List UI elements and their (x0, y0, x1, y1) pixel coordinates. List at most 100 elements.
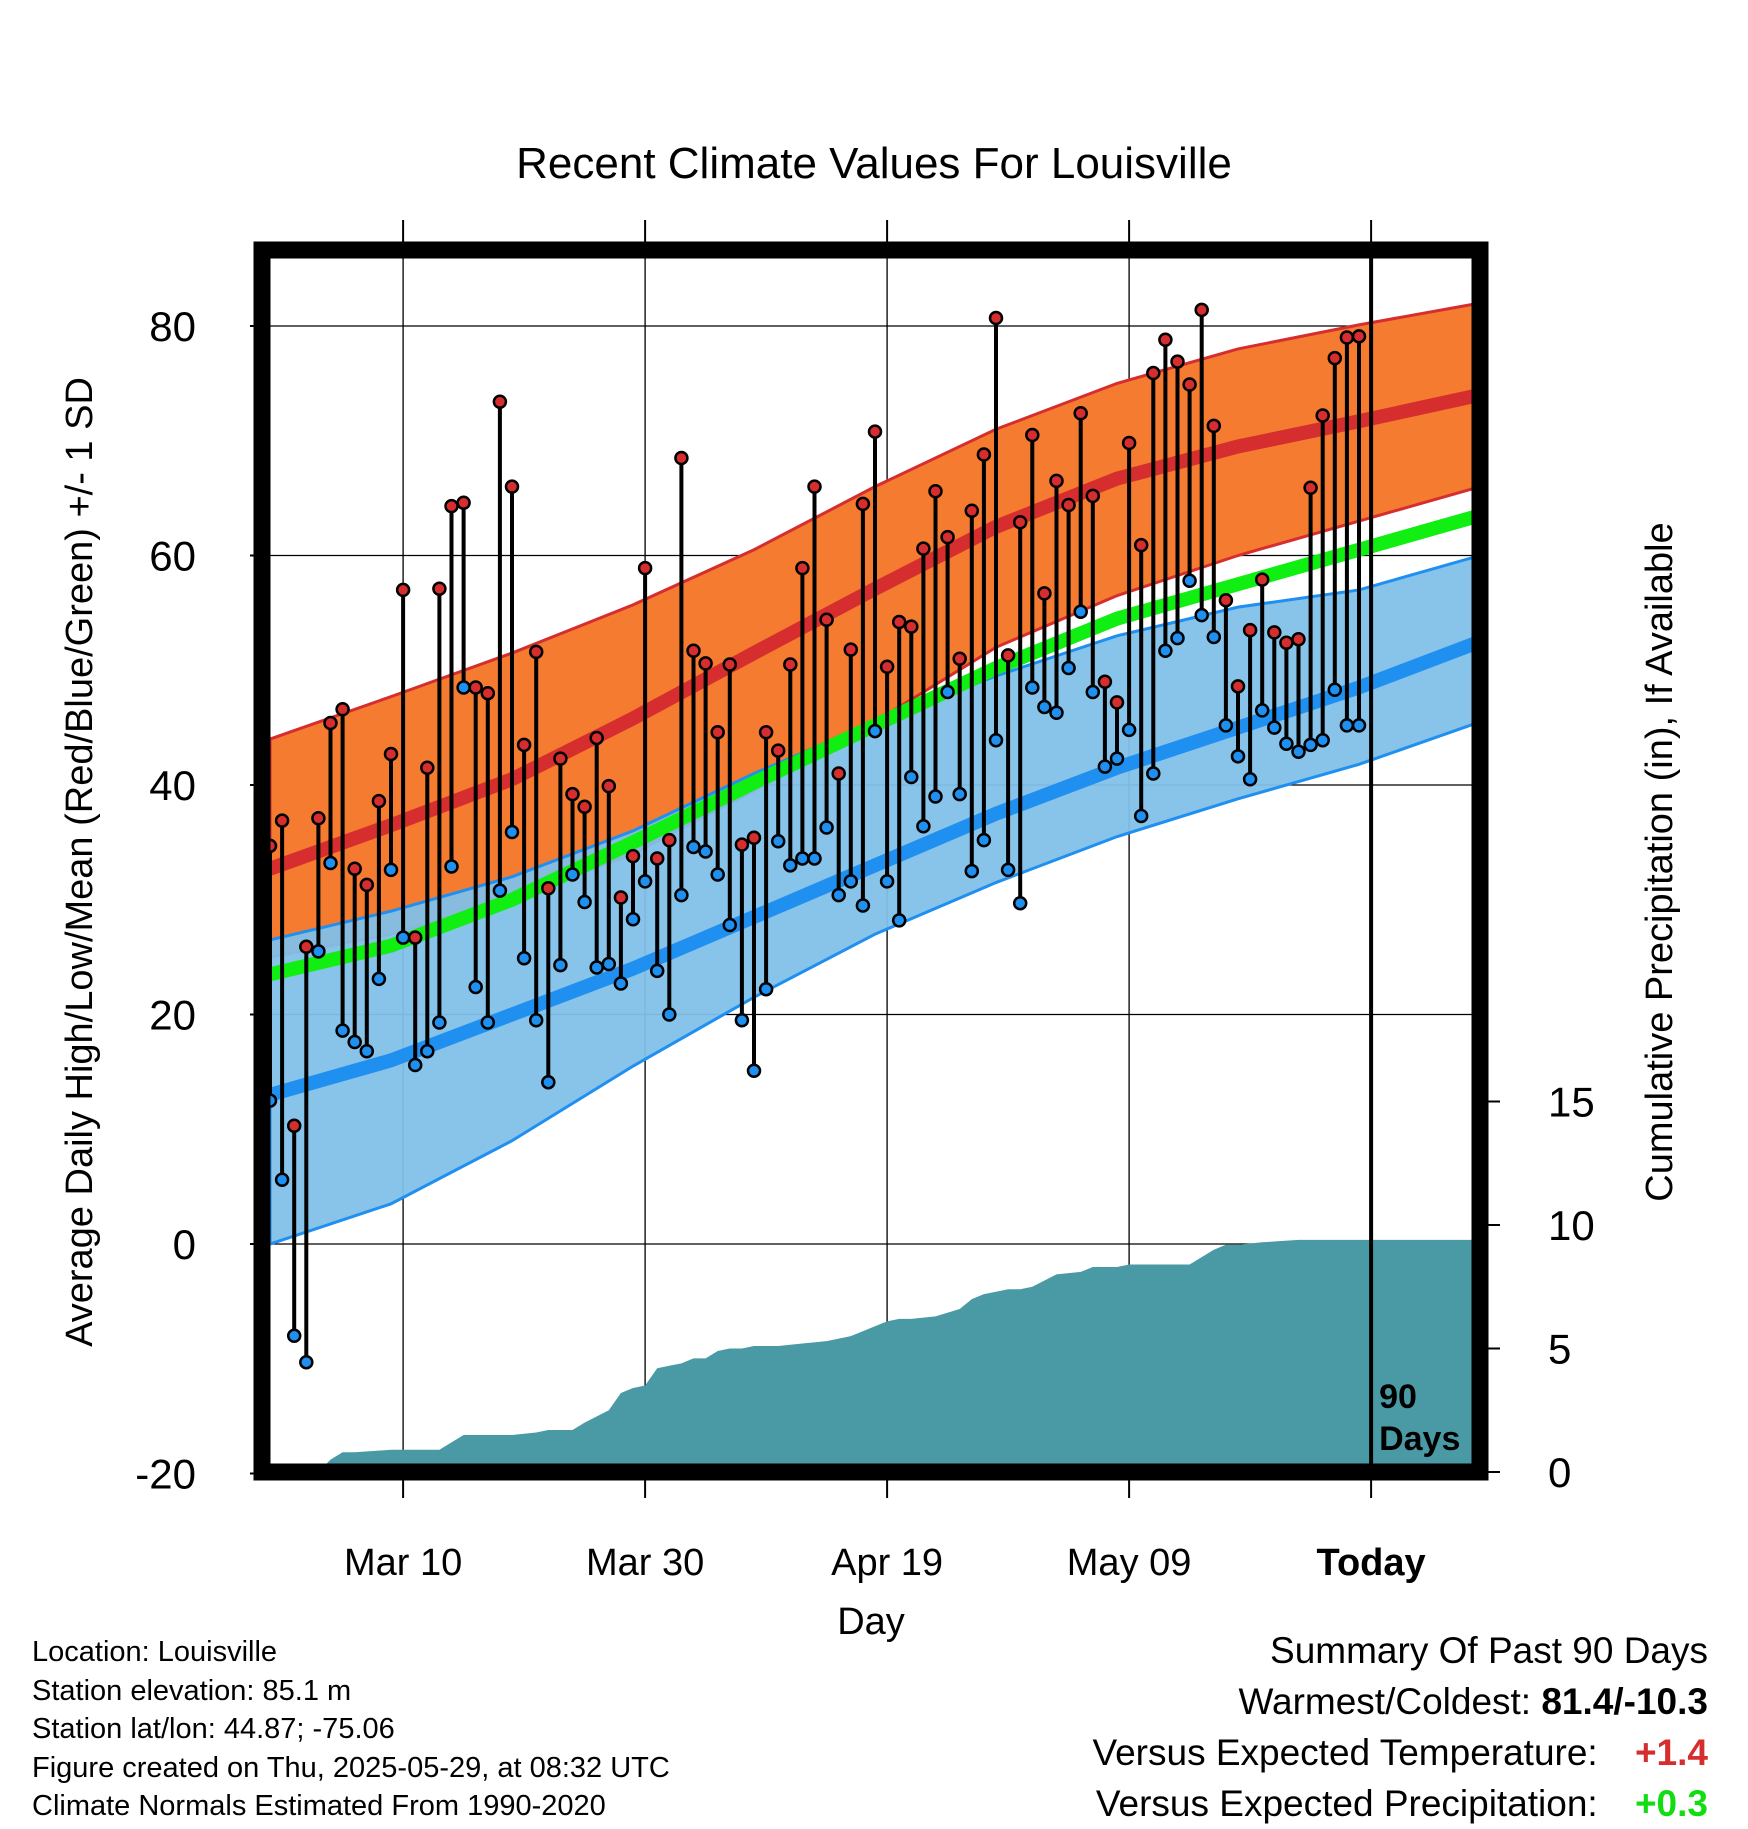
obs-low-20 (504, 824, 520, 840)
obs-high-61 (1000, 648, 1016, 663)
obs-high-42 (770, 743, 786, 758)
obs-high-51 (879, 659, 895, 675)
chart-title: Recent Climate Values For Louisville (516, 139, 1232, 188)
obs-high-30 (625, 848, 641, 864)
obs-high-28 (601, 778, 617, 794)
obs-high-83 (1267, 625, 1282, 640)
obs-low-64 (1037, 699, 1052, 715)
obs-high-74 (1158, 332, 1173, 348)
obs-low-26 (577, 894, 592, 910)
obs-high-13 (420, 760, 435, 776)
obs-high-49 (855, 496, 871, 512)
precip-area (270, 1239, 1480, 1472)
obs-high-89 (1339, 330, 1355, 345)
obs-low-79 (1218, 718, 1234, 733)
obs-high-36 (698, 656, 713, 671)
obs-low-31 (637, 874, 653, 889)
obs-high-85 (1291, 632, 1306, 647)
obs-low-80 (1230, 749, 1246, 764)
obs-high-45 (807, 479, 822, 494)
obs-low-6 (335, 1023, 350, 1038)
info-created: Figure created on Thu, 2025-05-29, at 08… (32, 1751, 670, 1784)
obs-low-53 (904, 769, 919, 785)
ytick-label--20: -20 (135, 1451, 196, 1498)
obs-high-76 (1182, 377, 1197, 392)
obs-high-55 (928, 483, 943, 499)
obs-low-76 (1182, 573, 1197, 588)
obs-high-59 (976, 447, 992, 462)
obs-high-60 (988, 310, 1004, 326)
obs-low-8 (359, 1043, 375, 1059)
obs-low-57 (952, 786, 967, 802)
obs-high-7 (347, 861, 362, 877)
x-axis-label: Day (837, 1601, 905, 1643)
obs-low-52 (891, 913, 907, 928)
plot-frame (253, 241, 1489, 1481)
obs-low-56 (940, 684, 955, 700)
obs-low-84 (1279, 736, 1294, 751)
obs-high-41 (758, 724, 774, 740)
obs-high-46 (819, 612, 834, 628)
obs-low-32 (649, 963, 665, 979)
obs-low-12 (407, 1057, 423, 1073)
obs-high-53 (904, 619, 919, 634)
obs-low-14 (432, 1015, 447, 1030)
obs-high-52 (891, 614, 907, 630)
obs-low-19 (492, 883, 508, 898)
ptick-label-0: 0 (1548, 1449, 1571, 1496)
ptick-label-5: 5 (1548, 1326, 1571, 1373)
obs-low-4 (311, 944, 326, 959)
obs-high-86 (1303, 480, 1318, 496)
obs-high-77 (1194, 302, 1209, 318)
plot-area: 90 Days (262, 250, 1480, 1472)
obs-low-41 (758, 982, 774, 997)
obs-low-21 (516, 951, 532, 966)
obs-low-40 (746, 1063, 762, 1078)
obs-high-32 (649, 851, 665, 866)
warm-cold-value: 81.4/-10.3 (1541, 1681, 1708, 1722)
obs-low-75 (1170, 630, 1185, 646)
obs-high-35 (686, 643, 701, 658)
obs-high-37 (710, 724, 725, 740)
obs-high-40 (746, 830, 762, 846)
obs-low-51 (879, 874, 895, 889)
obs-high-25 (565, 786, 580, 802)
info-elevation: Station elevation: 85.1 m (32, 1674, 352, 1707)
obs-high-26 (577, 799, 592, 815)
obs-low-81 (1242, 772, 1258, 787)
obs-high-48 (843, 642, 859, 657)
obs-low-55 (928, 789, 943, 804)
xtick-label-31: Mar 30 (586, 1542, 704, 1584)
obs-low-69 (1097, 759, 1113, 774)
obs-high-80 (1230, 679, 1246, 694)
obs-low-82 (1254, 703, 1270, 718)
obs-high-20 (504, 479, 520, 494)
obs-high-17 (468, 680, 483, 695)
obs-high-62 (1012, 514, 1028, 530)
obs-high-27 (589, 730, 604, 746)
obs-low-54 (916, 819, 931, 834)
obs-low-34 (674, 887, 689, 903)
temp-anomaly-value: +1.4 (1634, 1732, 1708, 1773)
obs-low-29 (613, 976, 629, 991)
obs-low-27 (589, 960, 604, 975)
obs-high-50 (867, 424, 883, 439)
obs-high-23 (541, 881, 556, 896)
obs-high-64 (1037, 586, 1052, 601)
obs-low-11 (395, 930, 411, 945)
obs-low-83 (1267, 720, 1282, 735)
obs-low-7 (347, 1034, 362, 1050)
obs-low-39 (734, 1012, 750, 1028)
obs-high-33 (662, 832, 677, 848)
obs-high-87 (1315, 408, 1330, 423)
obs-low-88 (1327, 682, 1343, 698)
obs-low-61 (1000, 862, 1016, 878)
obs-high-82 (1254, 572, 1270, 587)
obs-low-73 (1146, 766, 1161, 781)
obs-high-29 (613, 890, 629, 905)
y-axis-label-left: Average Daily High/Low/Mean (Red/Blue/Gr… (59, 377, 101, 1347)
obs-high-2 (286, 1118, 302, 1134)
obs-low-85 (1291, 744, 1306, 759)
obs-low-43 (783, 858, 798, 873)
obs-high-5 (323, 715, 338, 731)
